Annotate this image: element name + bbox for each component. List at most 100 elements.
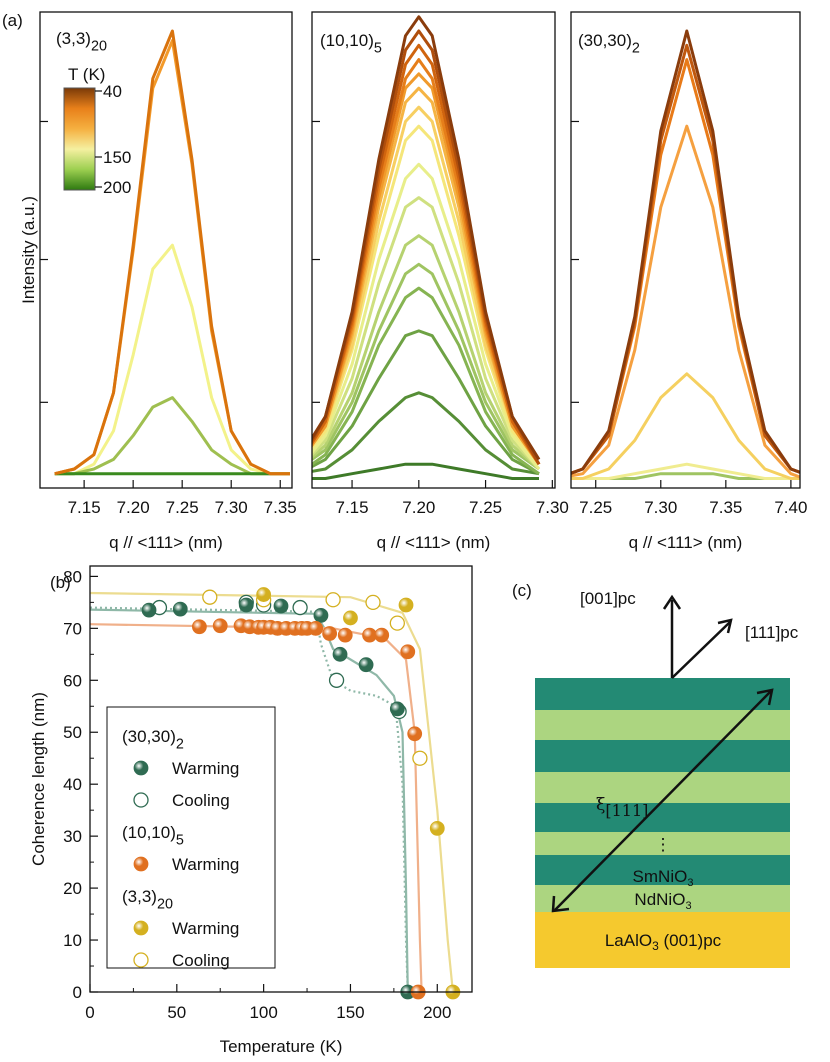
layer-sub: 3	[685, 900, 691, 912]
panel-label: (b)	[50, 573, 71, 592]
layer	[535, 885, 790, 912]
point	[273, 598, 289, 614]
legend-group: (3,3)20	[122, 887, 173, 912]
layer	[535, 803, 790, 832]
colorbar-title: T (K)	[68, 65, 105, 84]
y-tick-label: 40	[63, 775, 82, 794]
series-line	[312, 196, 541, 471]
panel-title: (30,30)2	[578, 31, 640, 56]
series-line	[571, 372, 800, 480]
double-arrow	[554, 690, 772, 911]
arrows	[551, 594, 774, 913]
point	[313, 607, 329, 623]
x-tick-label: 7.35	[709, 498, 742, 517]
layer-sub: 3	[687, 877, 693, 889]
legend-group-text: (3,3)	[122, 887, 157, 906]
legend-label: Warming	[172, 759, 239, 778]
axis-label: [001]pc	[580, 589, 636, 608]
x-tick-label: 150	[336, 1003, 364, 1022]
layer-diagram: [001]pc [111]pc ξ[111] ⋮ SmNiO3 NdNiO3 L…	[535, 589, 799, 968]
plot-area	[571, 29, 800, 480]
x-axis-label: q // <111> (nm)	[377, 533, 491, 552]
legend-marker	[133, 952, 149, 968]
xi-label: ξ[111]	[596, 795, 648, 820]
legend-group-sub: 5	[176, 832, 184, 848]
series-line	[312, 262, 540, 471]
plot-area	[312, 15, 541, 480]
fit-line	[90, 591, 454, 992]
arrow-head	[717, 618, 733, 634]
panel-label: (a)	[2, 11, 23, 30]
legend-label: Cooling	[172, 791, 230, 810]
xi: ξ	[596, 795, 605, 815]
point	[389, 701, 405, 717]
legend-label: Cooling	[172, 951, 230, 970]
axis-label: [111]pc	[745, 623, 799, 642]
point	[202, 589, 218, 605]
point	[212, 618, 228, 634]
legend-label: Warming	[172, 919, 239, 938]
panel-title: (3,3)20	[56, 29, 107, 54]
point	[407, 726, 423, 742]
point	[337, 627, 353, 643]
point	[322, 626, 338, 641]
legend-group: (30,30)2	[122, 727, 184, 752]
layer	[535, 855, 790, 885]
point	[172, 601, 188, 617]
x-tick-label: 7.15	[68, 498, 101, 517]
point	[412, 750, 428, 766]
x-tick-label: 7.30	[644, 498, 677, 517]
x-tick-label: 7.40	[774, 498, 807, 517]
panel-title-sub: 2	[632, 40, 640, 56]
arrow	[671, 621, 731, 679]
series-line	[312, 124, 541, 466]
series-line	[312, 329, 540, 476]
layer	[535, 832, 790, 855]
point	[256, 587, 272, 602]
y-tick-label: 10	[63, 931, 82, 950]
legend-marker	[133, 760, 149, 776]
layer-label: SmNiO3	[633, 867, 694, 889]
legend-group-sub: 20	[157, 896, 173, 912]
y-tick-label: 50	[63, 723, 82, 742]
legend-group: (10,10)5	[122, 823, 184, 848]
layer-text: LaAlO	[605, 931, 652, 950]
x-tick-label: 7.25	[469, 498, 502, 517]
series-line	[312, 162, 541, 470]
point	[308, 620, 324, 636]
point	[358, 657, 374, 673]
y-tick-label: 30	[63, 827, 82, 846]
fit-line	[90, 606, 409, 992]
arrow-head	[662, 594, 682, 610]
series-line	[312, 15, 541, 461]
x-axis-label: q // <111> (nm)	[629, 533, 743, 552]
x-tick-label: 200	[423, 1003, 451, 1022]
legend: (30,30)2 Warming Cooling (10,10)5 Warming (3,…	[106, 706, 276, 970]
plot-area	[54, 29, 290, 476]
series-line	[54, 243, 290, 476]
point	[389, 615, 405, 631]
x-tick-label: 7.30	[215, 498, 248, 517]
y-tick-label: 80	[63, 567, 82, 586]
layer	[535, 678, 790, 710]
y-tick-label: 70	[63, 619, 82, 638]
panel-title-text: (30,30)	[578, 31, 632, 50]
series-line	[54, 29, 290, 476]
layer-text: NdNiO	[634, 890, 685, 909]
series-line	[571, 29, 800, 475]
legend-marker	[133, 856, 149, 872]
x-tick-label: 100	[249, 1003, 277, 1022]
point	[325, 592, 341, 608]
point	[343, 610, 358, 626]
series-line	[312, 286, 540, 475]
legend-label: Warming	[172, 855, 239, 874]
panel-title-sub: 5	[374, 40, 382, 56]
y-tick-label: 60	[63, 671, 82, 690]
point	[429, 820, 445, 836]
point	[400, 644, 416, 660]
panel-label: (c)	[512, 581, 532, 600]
point	[292, 599, 308, 616]
plot-frame	[311, 11, 556, 489]
point	[398, 597, 414, 613]
legend-group-text: (30,30)	[122, 727, 176, 746]
